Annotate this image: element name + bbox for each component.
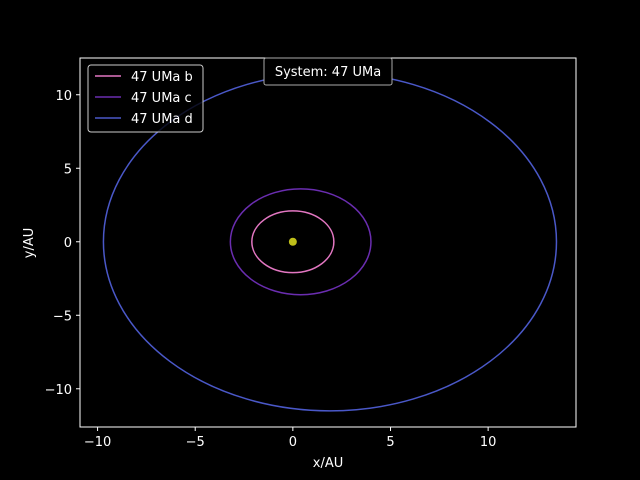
- y-tick-label: −10: [45, 383, 72, 398]
- x-axis-label: x/AU: [313, 456, 343, 471]
- legend-label-c: 47 UMa c: [131, 91, 192, 106]
- y-tick-label: 0: [64, 236, 72, 251]
- title-box: System: 47 UMa: [263, 57, 393, 86]
- y-axis: −10 −5 0 5 10: [45, 89, 80, 398]
- x-tick-label: 0: [289, 435, 297, 450]
- y-tick-label: −5: [53, 309, 72, 324]
- legend-label-b: 47 UMa b: [131, 70, 193, 85]
- x-tick-label: −5: [186, 435, 205, 450]
- orbit-47-uma-b: [251, 210, 335, 274]
- title-frame: [263, 57, 393, 86]
- x-tick-label: 10: [480, 435, 497, 450]
- orbit-47-uma-c: [229, 188, 372, 296]
- star-marker: [288, 237, 297, 246]
- x-axis: −10 −5 0 5 10: [84, 427, 497, 450]
- y-axis-label: y/AU: [22, 228, 37, 258]
- x-tick-label: −10: [84, 435, 111, 450]
- legend: 47 UMa b 47 UMa c 47 UMa d: [87, 64, 204, 133]
- star-layer: [288, 237, 297, 246]
- legend-label-d: 47 UMa d: [131, 112, 193, 127]
- y-tick-label: 10: [55, 89, 72, 104]
- y-tick-label: 5: [64, 162, 72, 177]
- x-tick-label: 5: [386, 435, 394, 450]
- legend-frame: [87, 64, 204, 133]
- chart-title: System: 47 UMa: [275, 65, 381, 80]
